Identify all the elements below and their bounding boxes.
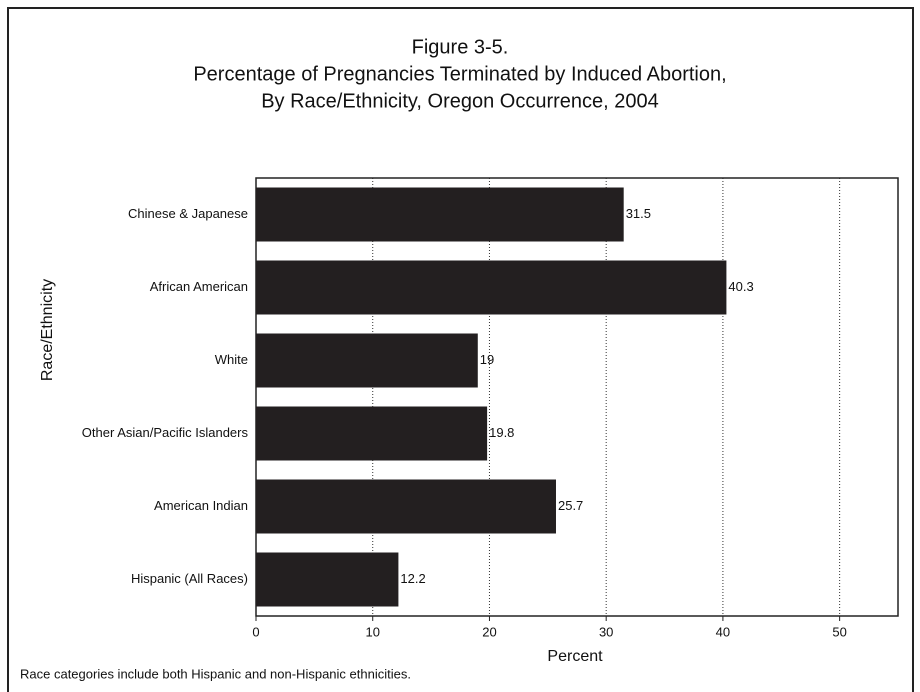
x-axis-label: Percent — [547, 648, 603, 665]
chart-title: Figure 3-5. — [412, 36, 509, 58]
chart-title: Percentage of Pregnancies Terminated by … — [193, 63, 726, 85]
value-label: 40.3 — [728, 279, 753, 294]
value-label: 25.7 — [558, 498, 583, 513]
value-label: 19 — [480, 352, 494, 367]
x-tick-label: 40 — [716, 624, 730, 639]
y-tick-label: African American — [150, 279, 248, 294]
bar — [256, 406, 488, 461]
bar — [256, 187, 624, 242]
x-tick-label: 10 — [365, 624, 379, 639]
y-tick-label: Hispanic (All Races) — [131, 571, 248, 586]
y-tick-label: White — [215, 352, 248, 367]
bar — [256, 260, 727, 315]
y-tick-label: American Indian — [154, 498, 248, 513]
value-label: 31.5 — [626, 206, 651, 221]
y-tick-label: Other Asian/Pacific Islanders — [82, 425, 249, 440]
x-tick-label: 50 — [832, 624, 846, 639]
footnote: Race categories include both Hispanic an… — [20, 666, 411, 681]
plot-area — [255, 177, 899, 617]
x-tick-label: 0 — [252, 624, 259, 639]
bar — [256, 333, 478, 388]
y-tick-label: Chinese & Japanese — [128, 206, 248, 221]
bar — [256, 479, 556, 534]
bar — [256, 552, 399, 607]
y-axis-label: Race/Ethnicity — [39, 279, 56, 381]
x-tick-label: 30 — [599, 624, 613, 639]
x-tick-label: 20 — [482, 624, 496, 639]
chart-title: By Race/Ethnicity, Oregon Occurrence, 20… — [261, 90, 659, 112]
value-label: 19.8 — [489, 425, 514, 440]
value-label: 12.2 — [400, 571, 425, 586]
